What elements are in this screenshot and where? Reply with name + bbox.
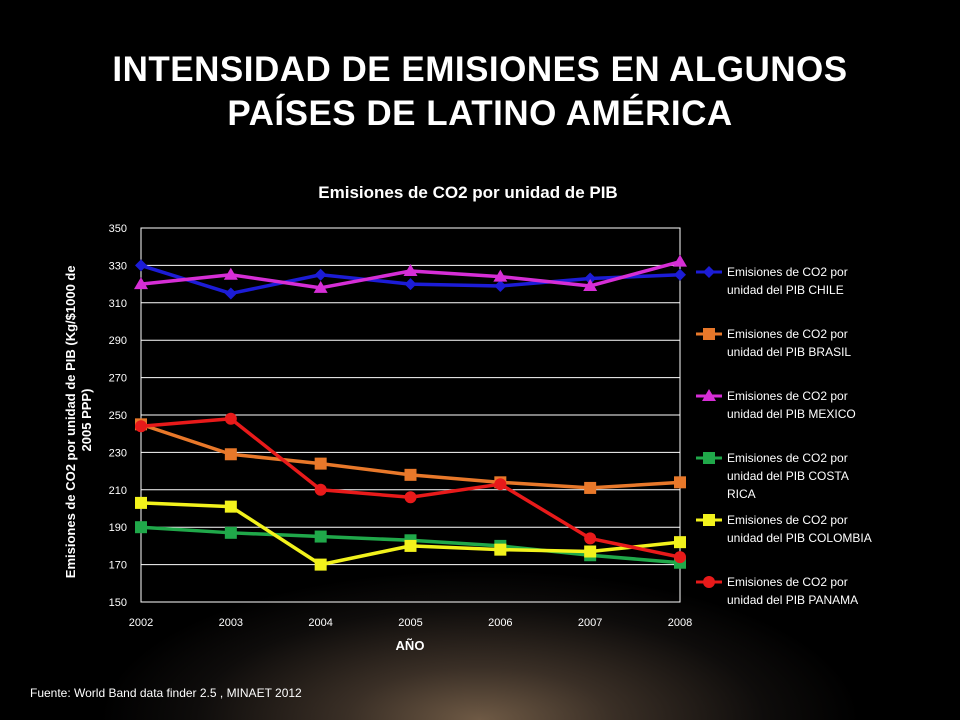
legend-label: Emisiones de CO2 por unidad del PIB BRASI… [727, 327, 851, 359]
series-2 [134, 254, 687, 293]
x-tick-label: 2002 [129, 617, 153, 629]
legend-item-4: Emisiones de CO2 por unidad del PIB COLOM… [696, 513, 872, 545]
legend-swatch-marker [703, 452, 715, 464]
data-point [314, 483, 327, 496]
data-point [135, 259, 147, 272]
y-tick-label: 170 [109, 560, 127, 572]
legend-label: Emisiones de CO2 por unidad del PIB COLOM… [727, 513, 872, 545]
y-tick-label: 190 [109, 522, 127, 534]
y-tick-label: 150 [109, 597, 127, 609]
legend-swatch-marker [703, 266, 715, 278]
legend-swatch-marker [703, 514, 715, 526]
legend-swatch-marker [703, 328, 715, 340]
data-point [403, 264, 418, 277]
data-point [494, 543, 507, 556]
series-5 [135, 412, 686, 564]
y-axis-title-line-2: 2005 PPP) [79, 389, 94, 452]
x-tick-labels: 2002 2003 2004 2005 2006 2007 2008 [129, 617, 692, 629]
legend-label: Emisiones de CO2 por unidad del PIB PANAM… [727, 575, 858, 607]
source-note: Fuente: World Band data finder 2.5 , MIN… [30, 686, 302, 700]
x-tick-label: 2005 [398, 617, 422, 629]
legend-swatch-marker [703, 576, 715, 588]
y-tick-label: 210 [109, 485, 127, 497]
legend-label: Emisiones de CO2 por unidad del PIB CHILE [727, 265, 848, 297]
data-point [314, 558, 327, 571]
data-point [134, 277, 148, 290]
legend-label: Emisiones de CO2 por unidad del PIB MEXIC… [727, 389, 856, 421]
data-point [494, 279, 507, 292]
data-point [493, 269, 508, 282]
data-point [224, 412, 237, 425]
data-point [314, 457, 327, 470]
data-point [313, 280, 328, 293]
data-point [404, 278, 417, 291]
data-point [674, 551, 686, 564]
data-point [314, 530, 327, 543]
legend-item-3: Emisiones de CO2 por unidad del PIB COSTA… [696, 451, 849, 501]
data-point [135, 521, 147, 534]
y-tick-labels: 150 170 190 210 230 250 270 290 310 330 350 [109, 223, 127, 609]
data-point [224, 526, 237, 539]
x-tick-label: 2007 [578, 617, 602, 629]
y-axis-title-line-1: Emisiones de CO2 por unidad de PIB (Kg/$… [63, 265, 78, 578]
x-tick-label: 2003 [219, 617, 243, 629]
data-point [224, 500, 237, 513]
data-point [404, 491, 417, 504]
data-point [224, 448, 237, 461]
x-tick-label: 2008 [668, 617, 692, 629]
data-point [584, 272, 597, 285]
data-point [494, 478, 507, 491]
legend-item-1: Emisiones de CO2 por unidad del PIB BRASI… [696, 327, 851, 359]
series-group [134, 254, 687, 571]
data-point [223, 267, 238, 280]
chart-title: Emisiones de CO2 por unidad de PIB [318, 183, 617, 202]
legend-item-0: Emisiones de CO2 por unidad del PIB CHILE [696, 265, 848, 297]
legend: Emisiones de CO2 por unidad del PIB CHILE… [696, 265, 872, 607]
slide-title: INTENSIDAD DE EMISIONES EN ALGUNOS PAÍSE… [112, 50, 848, 133]
data-point [584, 545, 597, 558]
y-axis-title: Emisiones de CO2 por unidad de PIB (Kg/$… [63, 262, 94, 578]
data-point [673, 254, 687, 267]
series-4 [135, 496, 686, 571]
legend-swatch-marker [702, 389, 716, 401]
data-point [135, 496, 147, 509]
data-point [674, 536, 686, 549]
y-tick-label: 230 [109, 447, 127, 459]
data-point [314, 268, 327, 281]
legend-item-5: Emisiones de CO2 por unidad del PIB PANAM… [696, 575, 858, 607]
y-tick-label: 250 [109, 410, 127, 422]
legend-label: Emisiones de CO2 por unidad del PIB COSTA… [727, 451, 849, 501]
legend-item-2: Emisiones de CO2 por unidad del PIB MEXIC… [696, 389, 856, 421]
data-point [674, 476, 686, 489]
y-tick-label: 330 [109, 260, 127, 272]
y-tick-label: 350 [109, 223, 127, 235]
x-tick-label: 2006 [488, 617, 512, 629]
y-tick-label: 310 [109, 298, 127, 310]
y-tick-label: 270 [109, 373, 127, 385]
series-0 [135, 259, 686, 300]
y-tick-label: 290 [109, 335, 127, 347]
x-axis-title: AÑO [396, 638, 425, 653]
data-point [404, 539, 417, 552]
data-point [224, 287, 237, 300]
data-point [583, 278, 598, 291]
data-point [674, 268, 686, 281]
series-1 [135, 418, 686, 494]
x-tick-label: 2004 [308, 617, 332, 629]
data-point [135, 420, 147, 433]
data-point [584, 532, 597, 545]
data-point [584, 481, 597, 494]
data-point [404, 468, 417, 481]
